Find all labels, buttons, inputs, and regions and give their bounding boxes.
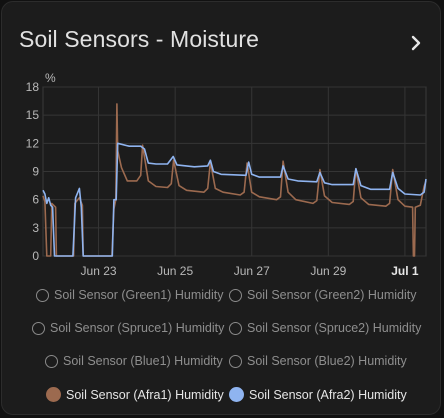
y-tick-label: 6 xyxy=(32,193,39,207)
x-tick-label: Jun 25 xyxy=(157,264,193,278)
legend-label: Soil Sensor (Spruce1) Humidity xyxy=(50,321,225,335)
y-tick-label: 0 xyxy=(32,249,39,263)
legend-swatch xyxy=(32,321,45,335)
chevron-right-icon[interactable] xyxy=(406,33,426,53)
x-tick-label: Jul 1 xyxy=(391,264,419,278)
legend-label: Soil Sensor (Blue1) Humidity xyxy=(63,354,223,368)
legend-item-blue2[interactable]: Soil Sensor (Blue2) Humidity xyxy=(229,354,407,368)
y-tick-label: 18 xyxy=(26,80,40,94)
legend-swatch xyxy=(229,387,244,402)
y-axis-label: % xyxy=(45,71,56,85)
y-tick-label: 15 xyxy=(26,108,40,122)
legend-item-blue1[interactable]: Soil Sensor (Blue1) Humidity xyxy=(45,354,223,368)
legend-label: Soil Sensor (Green2) Humidity xyxy=(247,288,417,302)
legend-row: Soil Sensor (Spruce1) Humidity Soil Sens… xyxy=(2,321,442,343)
legend-item-afra1[interactable]: Soil Sensor (Afra1) Humidity xyxy=(46,387,224,402)
legend-row: Soil Sensor (Green1) Humidity Soil Senso… xyxy=(2,288,442,310)
x-tick-label: Jun 29 xyxy=(310,264,346,278)
legend-swatch xyxy=(229,354,242,368)
legend-label: Soil Sensor (Green1) Humidity xyxy=(54,288,224,302)
moisture-chart: 0 3 6 9 12 15 18% Jun 23 Jun 25 Jun 27 Jun 29 Jul 1 xyxy=(26,71,427,278)
y-tick-label: 12 xyxy=(26,136,40,150)
legend-item-afra2[interactable]: Soil Sensor (Afra2) Humidity xyxy=(229,387,407,402)
legend-item-spruce2[interactable]: Soil Sensor (Spruce2) Humidity xyxy=(229,321,421,335)
legend-item-green2[interactable]: Soil Sensor (Green2) Humidity xyxy=(229,288,417,302)
series-line xyxy=(42,103,427,257)
legend-swatch xyxy=(229,321,242,335)
legend-row: Soil Sensor (Blue1) Humidity Soil Sensor… xyxy=(2,354,442,376)
y-tick-label: 3 xyxy=(32,221,39,235)
x-tick-label: Jun 27 xyxy=(234,264,270,278)
legend-swatch xyxy=(229,288,242,302)
x-tick-label: Jun 23 xyxy=(81,264,117,278)
legend-row: Soil Sensor (Afra1) Humidity Soil Sensor… xyxy=(2,387,442,409)
legend-label: Soil Sensor (Afra2) Humidity xyxy=(249,387,407,402)
y-tick-label: 9 xyxy=(32,165,39,179)
legend-swatch xyxy=(46,387,61,402)
legend-swatch xyxy=(36,288,49,302)
legend-label: Soil Sensor (Afra1) Humidity xyxy=(66,387,224,402)
series-line xyxy=(42,142,427,257)
card-title: Soil Sensors - Moisture xyxy=(19,26,260,52)
legend-item-spruce1[interactable]: Soil Sensor (Spruce1) Humidity xyxy=(32,321,224,335)
legend-label: Soil Sensor (Spruce2) Humidity xyxy=(247,321,422,335)
legend-label: Soil Sensor (Blue2) Humidity xyxy=(247,354,407,368)
legend-swatch xyxy=(45,354,58,368)
legend-item-green1[interactable]: Soil Sensor (Green1) Humidity xyxy=(36,288,224,302)
